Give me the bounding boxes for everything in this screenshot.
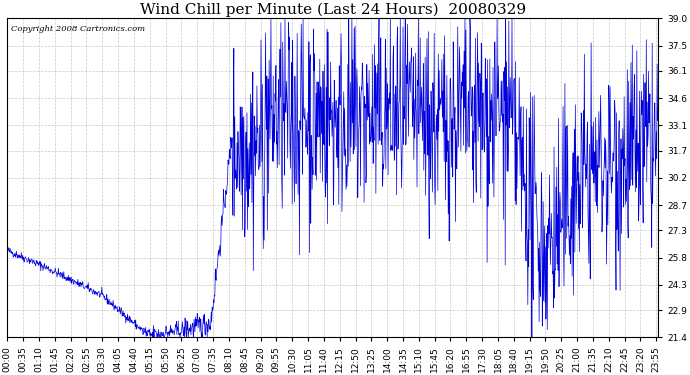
Text: Copyright 2008 Cartronics.com: Copyright 2008 Cartronics.com: [10, 25, 145, 33]
Title: Wind Chill per Minute (Last 24 Hours)  20080329: Wind Chill per Minute (Last 24 Hours) 20…: [139, 3, 526, 17]
